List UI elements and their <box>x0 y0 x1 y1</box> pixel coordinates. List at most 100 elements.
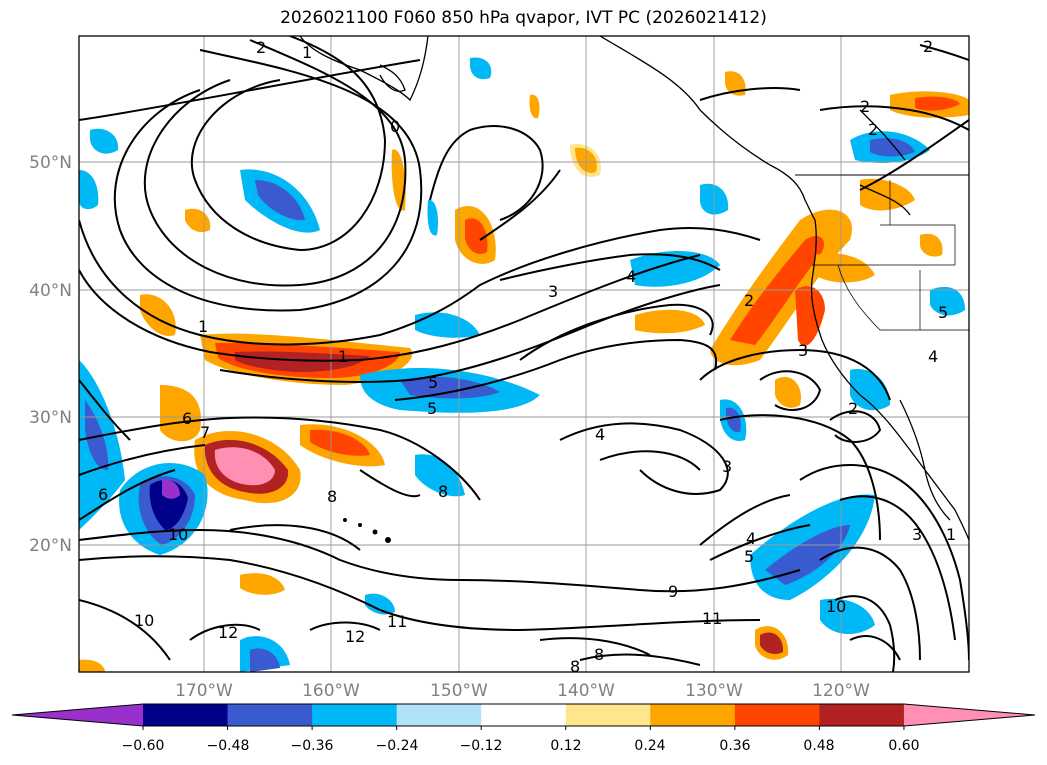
colorbar-swatch <box>650 704 736 726</box>
shade-orange-54n <box>529 94 540 119</box>
colorbar-tick-label: 0.48 <box>803 738 834 754</box>
shade-blue-18n-mid <box>765 525 850 585</box>
shade-blue-37n <box>415 312 480 338</box>
shade-orange-48n <box>391 149 406 211</box>
lon-label: 150°W <box>430 681 488 701</box>
contour-label: 4 <box>626 267 636 286</box>
colorbar-tick-label: −0.48 <box>207 738 250 754</box>
state-borders <box>812 180 969 331</box>
plot-frame <box>78 35 970 673</box>
contour-label: 5 <box>938 303 948 322</box>
colorbar-swatch <box>734 704 820 726</box>
lon-label: 160°W <box>302 681 360 701</box>
contour-label: 7 <box>200 423 210 442</box>
lat-label: 20°N <box>29 536 72 556</box>
colorbar-swatch <box>819 704 905 726</box>
shade-orange-28n <box>160 385 201 442</box>
contour-label: 0 <box>390 117 400 136</box>
contour-label: 11 <box>702 609 722 628</box>
lon-label: 120°W <box>812 681 870 701</box>
contour-label: 10 <box>168 525 188 544</box>
shade-coast-orange4 <box>815 253 875 283</box>
shade-orange-bottom-left <box>79 659 105 672</box>
shade-red-ne <box>915 96 960 111</box>
contour-label: 8 <box>327 487 337 506</box>
contour-label: 5 <box>428 373 438 392</box>
colorbar-swatch <box>565 704 651 726</box>
contour-label: 8 <box>594 645 604 664</box>
ivt-contours <box>79 36 969 672</box>
contour-label: 6 <box>182 409 192 428</box>
graticule <box>79 36 969 672</box>
shade-red-25n-160w <box>310 429 370 456</box>
contour-label: 5 <box>427 399 437 418</box>
colorbar-tick-label: −0.12 <box>460 738 503 754</box>
colorbar-tick-label: −0.36 <box>291 738 334 754</box>
contour-label: 6 <box>98 485 108 504</box>
shade-coast-red <box>730 235 825 345</box>
shade-blue-31n-mid <box>400 376 500 399</box>
colorbar-tick-label: 0.60 <box>888 738 919 754</box>
contour-label: 3 <box>548 282 558 301</box>
shade-blue-15n <box>365 593 395 615</box>
contour-label: 1 <box>198 317 208 336</box>
colorbar-tick-label: −0.60 <box>122 738 165 754</box>
shade-blue-50n-left <box>79 170 99 210</box>
contour-label: 1 <box>946 525 956 544</box>
contour-label: 5 <box>744 547 754 566</box>
lat-label: 30°N <box>29 408 72 428</box>
contour-label: 2 <box>860 97 870 116</box>
colorbar-swatch <box>312 704 398 726</box>
contour-label: 3 <box>798 341 808 360</box>
colorbar-swatch <box>143 704 229 726</box>
colorbar-tick-label: −0.24 <box>376 738 419 754</box>
shade-blue-48n-mid <box>255 180 305 221</box>
colorbar-swatch <box>903 704 1035 726</box>
shade-coast-orange2 <box>795 286 825 346</box>
shade-red-15n-dark <box>760 632 784 655</box>
colorbar-tick-labels: −0.60 −0.48 −0.36 −0.24 −0.12 0.12 0.24 … <box>122 738 920 754</box>
shade-blue-14n-bottom <box>820 598 875 635</box>
colorbar-tick-label: 0.12 <box>550 738 581 754</box>
contour-label: 10 <box>826 597 846 616</box>
contour-label: 9 <box>668 582 678 601</box>
contour-label: 2 <box>848 399 858 418</box>
contour-label: 10 <box>134 611 154 630</box>
qvapor-shading <box>79 57 969 672</box>
contour-label: 12 <box>345 627 365 646</box>
map-title: 2026021100 F060 850 hPa qvapor, IVT PC (… <box>280 8 767 28</box>
colorbar: −0.60 −0.48 −0.36 −0.24 −0.12 0.12 0.24 … <box>11 703 1036 754</box>
contour-label: 8 <box>570 657 580 676</box>
hawaii-islands <box>343 518 391 543</box>
contour-label: 4 <box>746 529 756 548</box>
shade-orange-36n <box>635 309 705 334</box>
contour-label: 3 <box>722 457 732 476</box>
shade-blue-57n <box>470 57 492 80</box>
shade-blue-36n-east <box>930 286 965 316</box>
contour-label: 4 <box>928 347 938 366</box>
lon-label: 170°W <box>175 681 233 701</box>
shade-blue-53n-left <box>90 128 119 154</box>
contour-label: 4 <box>595 425 605 444</box>
contour-label: 12 <box>218 623 238 642</box>
lat-label: 40°N <box>29 281 72 301</box>
lon-label: 140°W <box>557 681 615 701</box>
shade-coast-orange3 <box>860 178 915 211</box>
contour-label: 2 <box>923 37 933 56</box>
shade-blue-45n-west <box>427 199 438 236</box>
shade-blue-30n-dark <box>726 407 741 433</box>
shade-orange-17n <box>240 573 285 595</box>
coastlines <box>299 36 969 541</box>
colorbar-swatch <box>481 704 567 726</box>
colorbar-swatch <box>227 704 313 726</box>
contour-label: 11 <box>387 612 407 631</box>
contour-label: 3 <box>912 525 922 544</box>
shade-blue-25n-147w <box>415 454 465 497</box>
shade-orange-56n <box>725 71 746 96</box>
shade-blue-left-edge-dark <box>85 400 109 470</box>
contour-labels: 2 1 0 2 2 1 1 3 4 5 5 6 7 6 8 8 10 10 12… <box>98 37 956 676</box>
lat-label: 50°N <box>29 153 72 173</box>
shade-blue-12n-dark <box>250 648 280 672</box>
longitude-labels: 170°W 160°W 150°W 140°W 130°W 120°W <box>175 681 870 701</box>
